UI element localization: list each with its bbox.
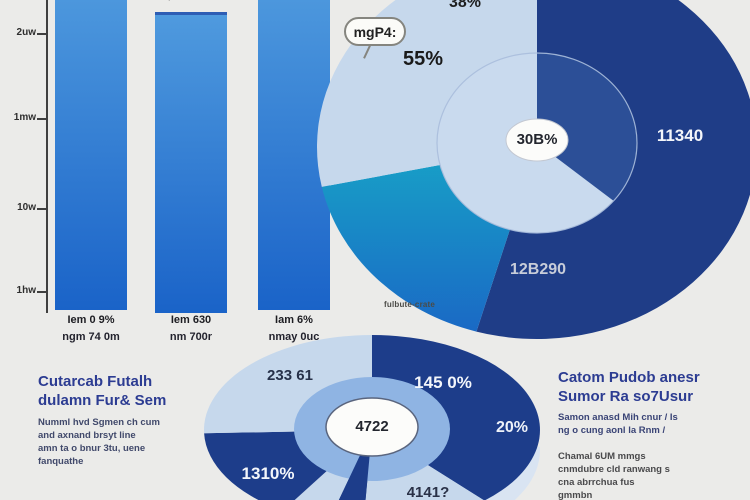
donut-label-bottom: 12B290	[509, 261, 567, 278]
bar-1-label-line2: ngm 74 0m	[62, 331, 120, 343]
y-tick-mark	[37, 208, 47, 210]
y-tick-mark	[37, 33, 47, 35]
y-axis-line	[46, 0, 48, 313]
right-para2-line: gmmbn	[558, 490, 593, 500]
donut-label-upper-left: 55%	[402, 48, 444, 70]
bar-1	[55, 0, 127, 310]
right-para1-line: ng o cung aonl la Rnm /	[558, 424, 666, 436]
donut-inner-navy-wedge	[537, 52, 638, 201]
left-body-line: and axnand brsyt line	[38, 430, 136, 441]
y-tick-mark	[37, 118, 47, 120]
left-body-line: amn ta o bnur 3tu, uene	[38, 443, 146, 454]
left-heading: Cutarcab Futalh dulamn Fur& Sem	[38, 372, 198, 410]
bar2-top-partial-label: · ˙	[168, 0, 175, 4]
right-para1: Samon anasd Mih cnur / Is ng o cung aonl…	[558, 412, 743, 437]
bar-1-label-line1: Iem 0 9%	[67, 314, 115, 326]
pie-label-right: 145 0%	[414, 373, 472, 392]
y-tick-label: 1hw	[16, 285, 36, 296]
bar-2	[155, 12, 227, 313]
right-para1-line: Samon anasd Mih cnur / Is	[558, 412, 678, 423]
pie-label-bottom: 4141?	[406, 484, 450, 500]
right-para2-line: cna abrrchua fus	[558, 477, 635, 488]
donut-label-top: 38%	[448, 0, 482, 11]
pie-label-top-left: 233 61	[267, 367, 313, 384]
donut-label-right: 11340	[656, 126, 704, 145]
donut-caption: fulbute-crate	[384, 300, 436, 309]
pie-label-far-right: 20%	[495, 419, 529, 436]
donut-center-label: 30B%	[516, 131, 558, 148]
donut-segment-navy	[476, 0, 750, 339]
right-heading-line1: Catom Pudob anesr	[558, 369, 700, 386]
y-tick-label: 10w	[17, 202, 36, 213]
left-text-block: Cutarcab Futalh dulamn Fur& Sem Numml hv…	[38, 372, 198, 468]
left-body-line: Numml hvd Sgmen ch cum	[38, 417, 160, 428]
callout-tail	[363, 45, 371, 59]
callout-label: mgP4:	[353, 23, 397, 40]
bar-3	[258, 0, 330, 310]
pie-sliver-overlay	[338, 430, 372, 500]
left-heading-line1: Cutarcab Futalh	[38, 373, 153, 390]
y-tick-mark	[37, 291, 47, 293]
y-tick-label: 1mw	[13, 112, 36, 123]
right-para2-line: cnmdubre cld ranwang s	[558, 464, 670, 475]
left-body: Numml hvd Sgmen ch cum and axnand brsyt …	[38, 416, 198, 468]
bar-2-label-line2: nm 700r	[169, 331, 213, 343]
right-heading-line2: Sumor Ra so7Usur	[558, 388, 694, 405]
pie-center-label: 4722	[355, 418, 389, 435]
bar-2-label-line1: Iem 630	[170, 314, 212, 326]
right-heading: Catom Pudob anesr Sumor Ra so7Usur	[558, 368, 743, 406]
right-text-block: Catom Pudob anesr Sumor Ra so7Usur Samon…	[558, 368, 743, 500]
pie-segment-navy-sliver	[338, 430, 372, 500]
y-tick-label: 2uw	[16, 27, 36, 38]
bar-3-label-line2: nmay 0uc	[268, 331, 320, 343]
pie-label-bottom-left: 1310%	[241, 464, 295, 483]
right-para2: Chamal 6UM mmgs cnmdubre cld ranwang s c…	[558, 450, 743, 500]
callout-bubble: mgP4:	[344, 17, 406, 46]
right-para2-line: Chamal 6UM mmgs	[558, 451, 646, 462]
left-body-line: fanquathe	[38, 456, 84, 467]
left-heading-line2: dulamn Fur& Sem	[38, 392, 167, 409]
bar-3-label-line1: Iam 6%	[275, 314, 313, 326]
